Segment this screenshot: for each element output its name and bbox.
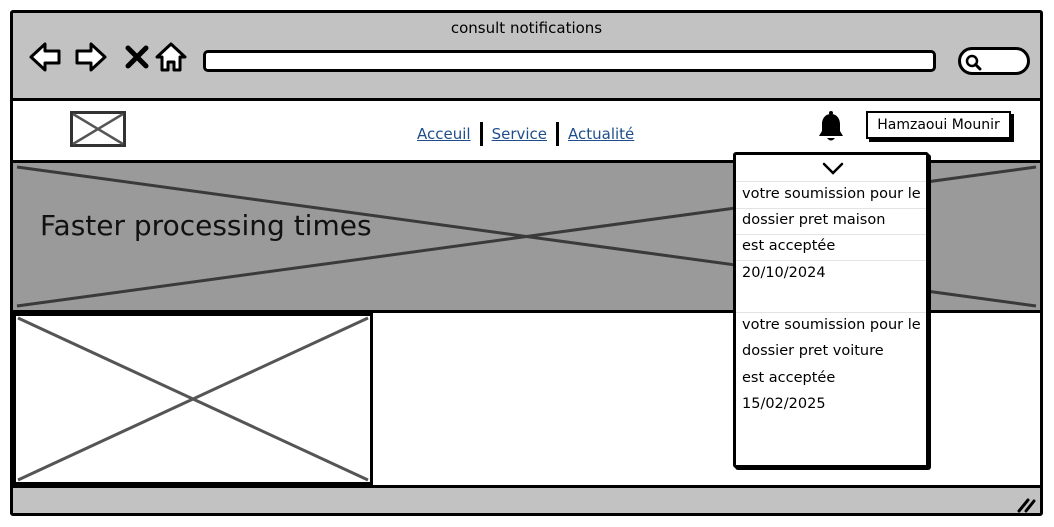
home-icon[interactable] bbox=[153, 39, 189, 75]
resize-grip-icon[interactable] bbox=[1016, 495, 1036, 513]
notification-text: est acceptée bbox=[742, 238, 836, 254]
divider bbox=[736, 208, 926, 209]
nav-link-service[interactable]: Service bbox=[491, 125, 547, 143]
browser-search-field[interactable] bbox=[958, 47, 1030, 75]
notification-date: 20/10/2024 bbox=[742, 265, 826, 281]
content-placeholder-image bbox=[13, 313, 373, 485]
notification-text: dossier pret maison bbox=[742, 212, 886, 228]
browser-status-bar bbox=[13, 485, 1040, 513]
nav-separator bbox=[556, 122, 559, 146]
user-menu-button[interactable]: Hamzaoui Mounir bbox=[866, 111, 1011, 139]
address-bar[interactable] bbox=[203, 50, 936, 72]
search-icon bbox=[965, 54, 982, 71]
arrow-left-icon[interactable] bbox=[27, 39, 63, 75]
notification-date: 15/02/2025 bbox=[742, 396, 826, 412]
hero-title: Faster processing times bbox=[40, 209, 372, 242]
notifications-dropdown: votre soumission pour le dossier pret ma… bbox=[733, 152, 929, 468]
nav-link-actualite[interactable]: Actualité bbox=[568, 125, 635, 143]
divider bbox=[736, 234, 926, 235]
browser-window: consult notifications Ac bbox=[10, 10, 1043, 516]
divider bbox=[736, 181, 926, 182]
divider bbox=[736, 260, 926, 261]
divider bbox=[736, 312, 926, 313]
main-nav: Acceuil Service Actualité bbox=[417, 122, 634, 146]
browser-toolbar: consult notifications bbox=[13, 13, 1040, 101]
notification-text: votre soumission pour le bbox=[742, 186, 921, 202]
arrow-right-icon[interactable] bbox=[73, 39, 109, 75]
nav-separator bbox=[479, 122, 483, 146]
placeholder-cross bbox=[17, 316, 369, 482]
notification-text: dossier pret voiture bbox=[742, 343, 884, 359]
logo-image bbox=[70, 111, 126, 147]
window-title: consult notifications bbox=[450, 19, 603, 37]
nav-link-acceuil[interactable]: Acceuil bbox=[417, 125, 471, 143]
bell-icon[interactable] bbox=[816, 111, 846, 143]
notification-text: est acceptée bbox=[742, 370, 836, 386]
notification-text: votre soumission pour le bbox=[742, 317, 921, 333]
close-icon[interactable] bbox=[119, 39, 155, 75]
chevron-down-icon[interactable] bbox=[821, 160, 845, 176]
